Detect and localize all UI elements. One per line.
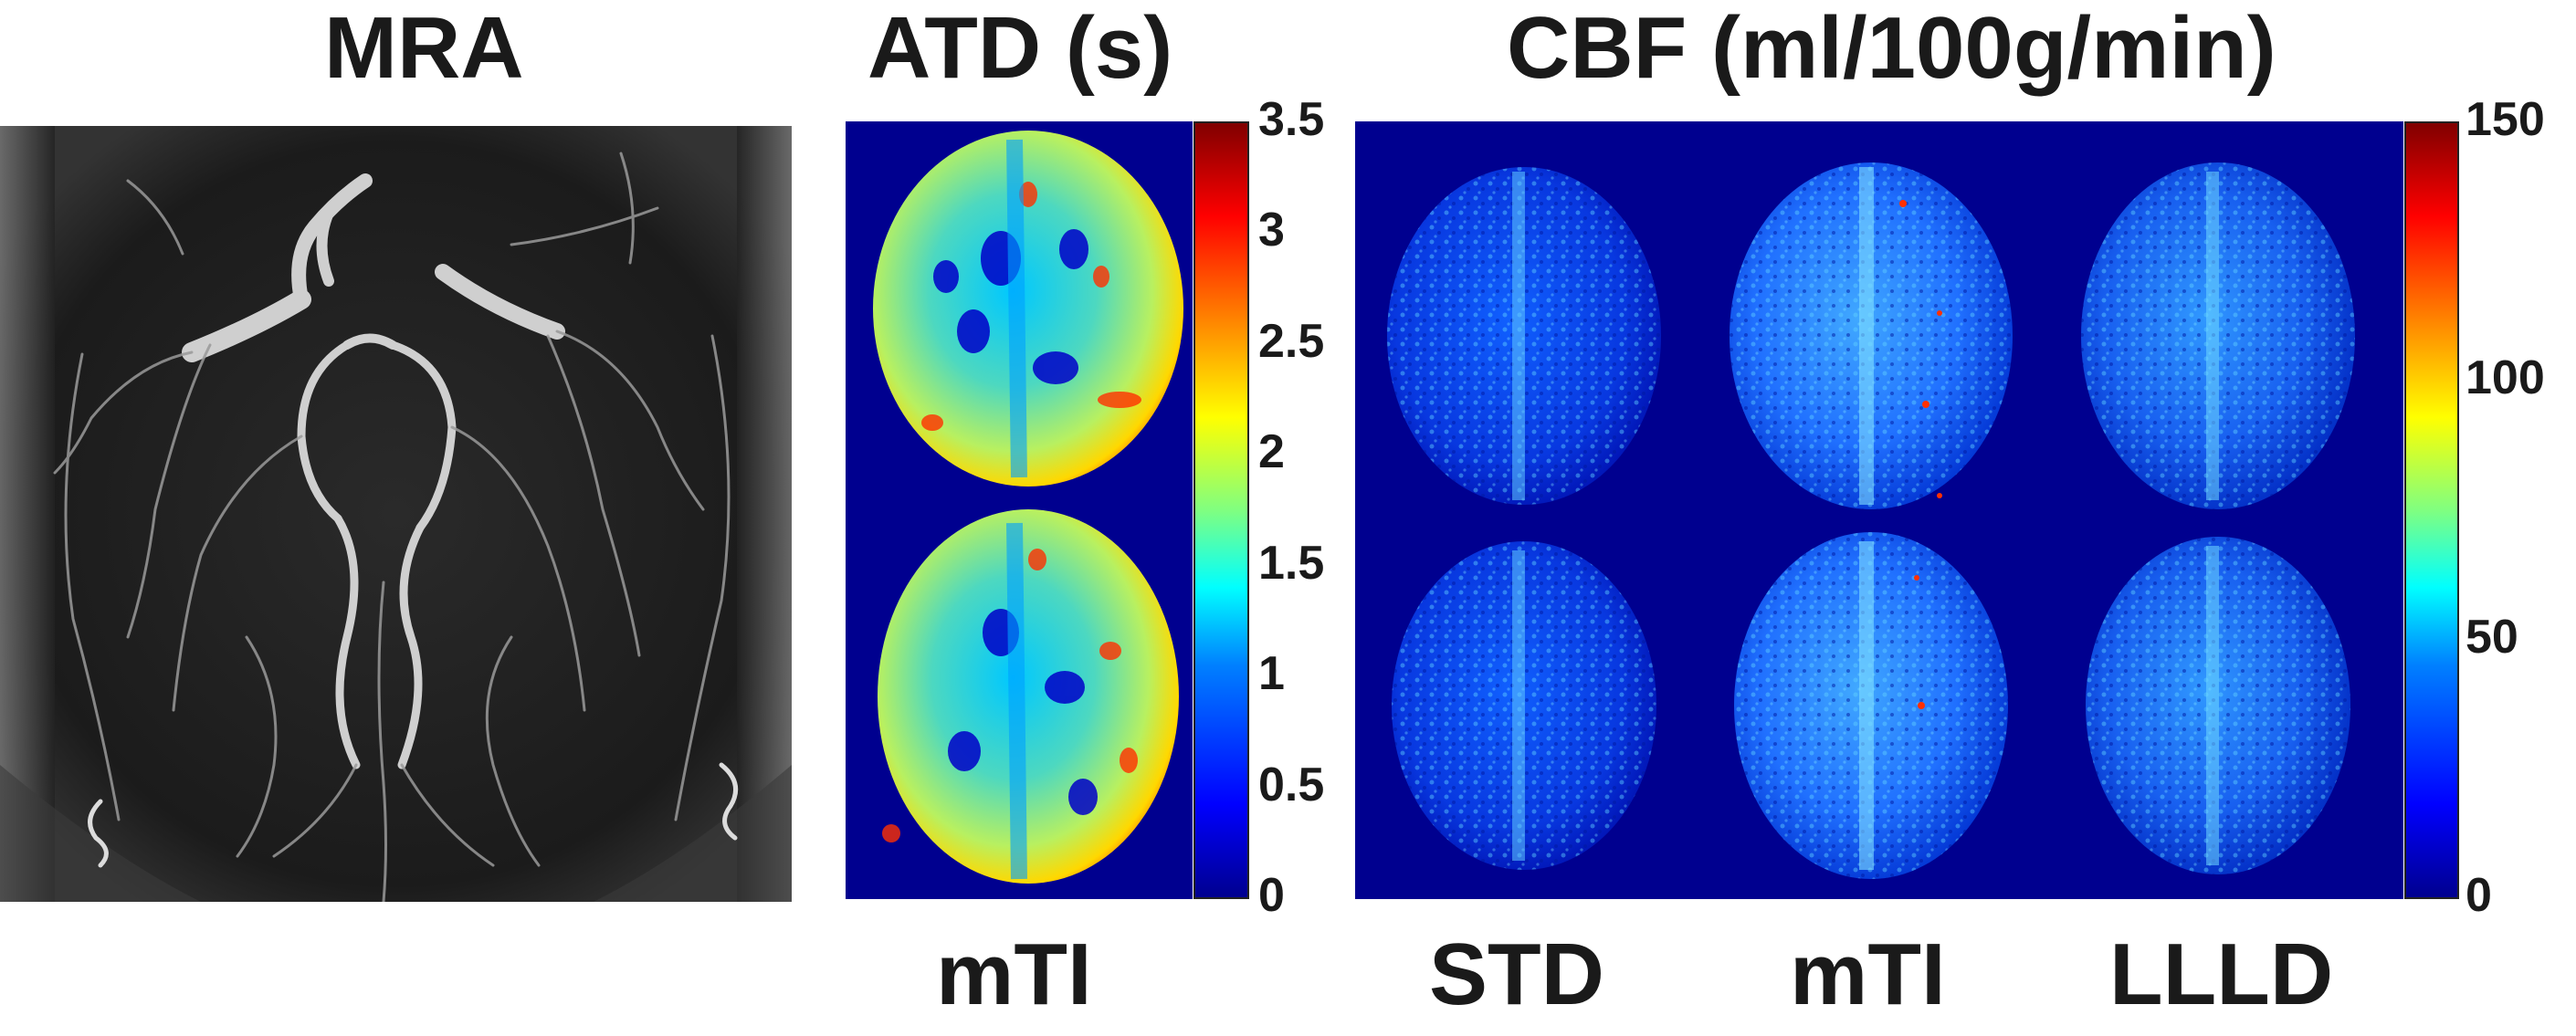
cbf-title: CBF (ml/100g/min) bbox=[1507, 0, 2276, 97]
atd-tick: 0.5 bbox=[1258, 759, 1325, 811]
cbf-maps bbox=[1355, 121, 2403, 899]
atd-tick: 1 bbox=[1258, 647, 1285, 700]
cbf-tick: 0 bbox=[2466, 869, 2492, 922]
mra-image bbox=[0, 126, 792, 902]
mti-label: mTI bbox=[1790, 926, 1946, 1023]
atd-tick: 3.5 bbox=[1258, 93, 1325, 146]
atd-maps bbox=[846, 121, 1193, 899]
atd-title: ATD (s) bbox=[867, 0, 1173, 97]
cbf-tick: 100 bbox=[2466, 351, 2545, 404]
atd-tick: 1.5 bbox=[1258, 537, 1325, 590]
llld-label: LLLD bbox=[2109, 926, 2334, 1023]
cbf-tick: 150 bbox=[2466, 93, 2545, 146]
atd-tick: 3 bbox=[1258, 204, 1285, 256]
std-label: STD bbox=[1429, 926, 1604, 1023]
cbf-tick: 50 bbox=[2466, 611, 2518, 664]
mra-title: MRA bbox=[324, 0, 524, 97]
atd-colorbar bbox=[1193, 121, 1249, 899]
cbf-colorbar bbox=[2404, 121, 2459, 899]
atd-tick: 2.5 bbox=[1258, 315, 1325, 368]
atd-tick: 2 bbox=[1258, 425, 1285, 478]
atd-tick: 0 bbox=[1258, 869, 1285, 922]
atd-method-label: mTI bbox=[936, 926, 1092, 1023]
